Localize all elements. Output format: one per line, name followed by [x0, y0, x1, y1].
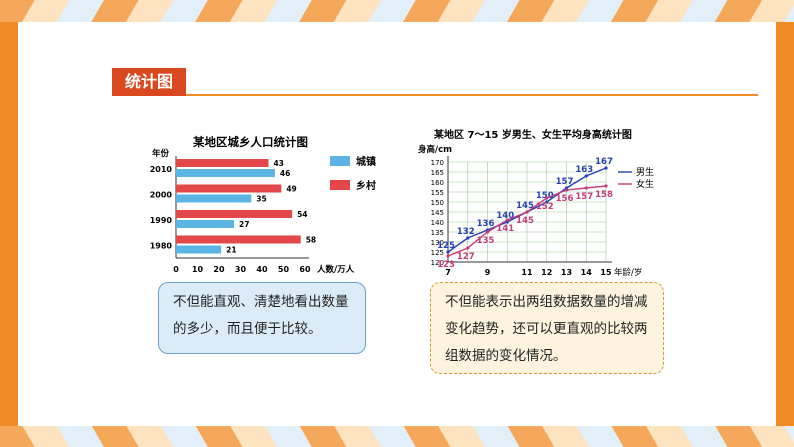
data-label: 141 [496, 224, 514, 234]
data-point [505, 218, 509, 222]
x-tick-label: 9 [485, 268, 491, 277]
data-label: 123 [437, 260, 455, 270]
bar-town [176, 220, 235, 228]
data-label: 150 [536, 191, 554, 201]
data-label: 157 [556, 177, 574, 187]
y-tick-label: 150 [431, 199, 444, 207]
data-point [525, 210, 529, 214]
x-tick-label: 15 [600, 268, 612, 277]
bar-village [176, 184, 282, 193]
x-tick-label: 20 [213, 265, 225, 274]
bar-village [176, 235, 301, 244]
data-label: 145 [516, 201, 534, 211]
y-tick-label: 120 [431, 259, 444, 267]
data-label: 132 [457, 227, 475, 237]
legend-swatch [330, 180, 350, 190]
data-point [446, 254, 450, 258]
y-axis-label: 年份 [152, 148, 170, 159]
data-label: 156 [556, 194, 574, 204]
y-tick-label: 165 [431, 169, 444, 177]
data-label: 125 [437, 241, 455, 251]
x-tick-label: 30 [235, 265, 247, 274]
y-axis-label: 身高/cm [418, 144, 452, 155]
legend-label: 男生 [636, 166, 654, 178]
bar-data-label: 58 [306, 236, 316, 245]
legend-label: 女生 [636, 178, 654, 190]
x-tick-label: 12 [541, 268, 552, 277]
y-tick-label: 155 [431, 189, 444, 197]
x-tick-label: 10 [192, 265, 204, 274]
bar-chart-title: 某地区城乡人口统计图 [193, 135, 308, 149]
x-tick-label: 11 [521, 268, 533, 277]
x-tick-label: 50 [278, 265, 290, 274]
data-label: 152 [536, 202, 554, 212]
data-point [584, 186, 588, 190]
decor-stripe [0, 426, 794, 447]
data-point [466, 236, 470, 240]
data-label: 136 [477, 219, 495, 229]
data-point [604, 166, 608, 170]
y-tick-label: 130 [431, 239, 444, 247]
data-label: 158 [595, 190, 613, 200]
y-tick-label: 125 [431, 249, 444, 257]
data-point [446, 250, 450, 254]
data-label: 157 [575, 192, 593, 202]
bar-callout: 不但能直观、清楚地看出数量的多少，而且便于比较。 [158, 282, 366, 354]
x-tick-label: 13 [561, 268, 572, 277]
data-label: 163 [575, 165, 593, 175]
legend-label: 城镇 [356, 155, 376, 168]
bar-village [176, 159, 269, 167]
data-point [545, 196, 549, 200]
data-point [564, 188, 569, 192]
section-divider [186, 94, 758, 96]
line-chart-title: 某地区 7～15 岁男生、女生平均身高统计图 [434, 130, 632, 141]
data-label: 145 [516, 216, 534, 226]
bar-data-label: 27 [239, 220, 249, 229]
category-label: 1980 [150, 241, 173, 250]
data-label: 135 [477, 236, 495, 246]
x-tick-label: 60 [299, 265, 311, 274]
x-axis-label: 人数/万人 [317, 264, 355, 275]
bar-data-label: 49 [286, 185, 296, 194]
x-tick-label: 0 [173, 265, 179, 274]
data-label: 127 [457, 252, 475, 262]
x-tick-label: 14 [581, 268, 593, 277]
x-axis-label: 年龄/岁 [614, 267, 642, 278]
data-point [604, 184, 608, 188]
data-label: 140 [496, 211, 514, 221]
data-point [545, 200, 549, 204]
y-tick-label: 170 [431, 159, 444, 167]
bar-data-label: 35 [256, 195, 266, 204]
data-point [466, 246, 470, 250]
line-callout: 不但能表示出两组数据数量的增减变化趋势，还可以更直观的比较两组数据的变化情况。 [430, 282, 664, 374]
bar-town [176, 194, 252, 203]
decor-stripe [0, 0, 794, 22]
y-tick-label: 135 [431, 229, 444, 237]
data-point [485, 230, 490, 234]
legend-swatch [330, 156, 350, 166]
bar-data-label: 46 [280, 169, 290, 178]
x-tick-label: 7 [445, 268, 451, 277]
data-point [584, 174, 588, 178]
section-tag: 统计图 [112, 68, 186, 96]
category-label: 1990 [150, 216, 173, 225]
category-label: 2010 [150, 165, 173, 174]
data-label: 167 [595, 157, 613, 167]
y-tick-label: 140 [431, 219, 444, 227]
bar-village [176, 210, 293, 218]
bar-data-label: 21 [226, 246, 236, 255]
legend-label: 乡村 [356, 179, 376, 192]
bar-town [176, 169, 275, 177]
y-tick-label: 145 [431, 209, 444, 217]
bar-data-label: 54 [297, 210, 307, 219]
y-tick-label: 160 [431, 179, 444, 187]
x-tick-label: 40 [256, 265, 268, 274]
left-border [0, 22, 18, 426]
bar-town [176, 245, 222, 254]
right-border [776, 22, 794, 426]
bar-data-label: 43 [273, 159, 283, 168]
category-label: 2000 [150, 190, 173, 199]
